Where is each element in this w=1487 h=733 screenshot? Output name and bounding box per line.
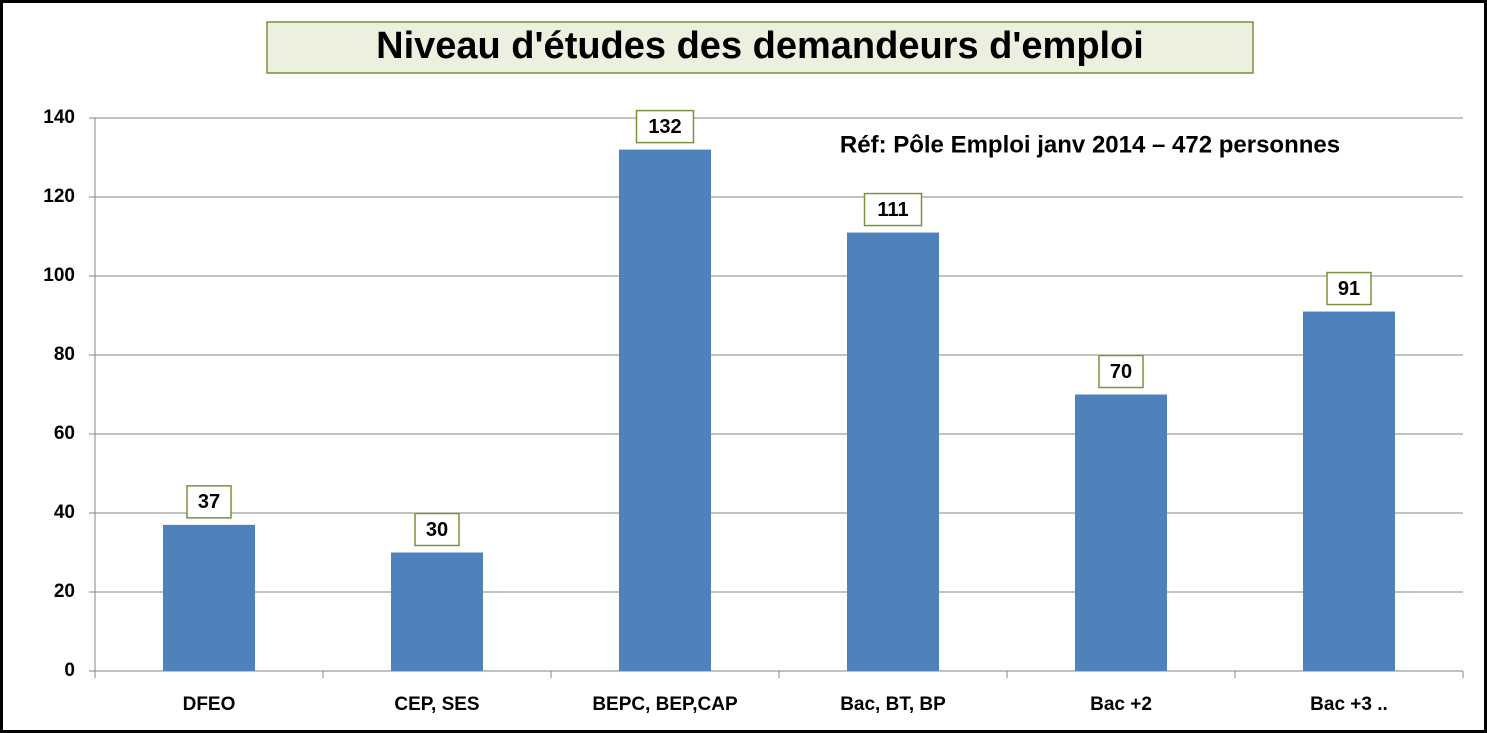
data-label-box: [414, 512, 460, 547]
bar: [391, 552, 483, 671]
data-label-box: [635, 109, 695, 144]
data-label: 91: [1338, 278, 1360, 300]
x-tick-label: CEP, SES: [394, 694, 479, 715]
y-tick-label: 40: [54, 502, 75, 523]
y-tick-label: 100: [43, 265, 75, 286]
y-tick-label: 0: [64, 660, 75, 681]
data-label: 132: [648, 116, 681, 138]
title-box: [266, 21, 1254, 74]
data-label-box: [1326, 271, 1372, 306]
bar: [163, 524, 255, 671]
data-label-box: [186, 485, 232, 519]
x-tick-label: Bac +2: [1090, 694, 1152, 715]
y-tick-label: 140: [43, 107, 75, 128]
data-label: 70: [1110, 361, 1132, 383]
bar: [619, 149, 711, 672]
x-tick-label: Bac +3 ..: [1310, 694, 1388, 715]
annotation: Réf: Pôle Emploi janv 2014 – 472 personn…: [840, 131, 1340, 158]
x-tick-label: BEPC, BEP,CAP: [592, 694, 738, 715]
bar: [847, 232, 939, 672]
y-tick-label: 20: [54, 581, 75, 602]
data-label: 111: [877, 199, 908, 221]
bar: [1303, 311, 1395, 671]
chart-title: Niveau d'études des demandeurs d'emploi: [376, 25, 1144, 67]
y-tick-label: 120: [43, 186, 75, 207]
x-tick-label: Bac, BT, BP: [840, 694, 946, 715]
y-tick-label: 80: [54, 344, 75, 365]
data-label: 30: [426, 519, 448, 541]
y-tick-label: 60: [54, 423, 75, 444]
data-label: 37: [198, 491, 220, 513]
data-label-box: [1098, 354, 1144, 389]
data-label-box: [863, 192, 923, 227]
x-tick-label: DFEO: [183, 694, 236, 715]
bar: [1075, 394, 1167, 671]
